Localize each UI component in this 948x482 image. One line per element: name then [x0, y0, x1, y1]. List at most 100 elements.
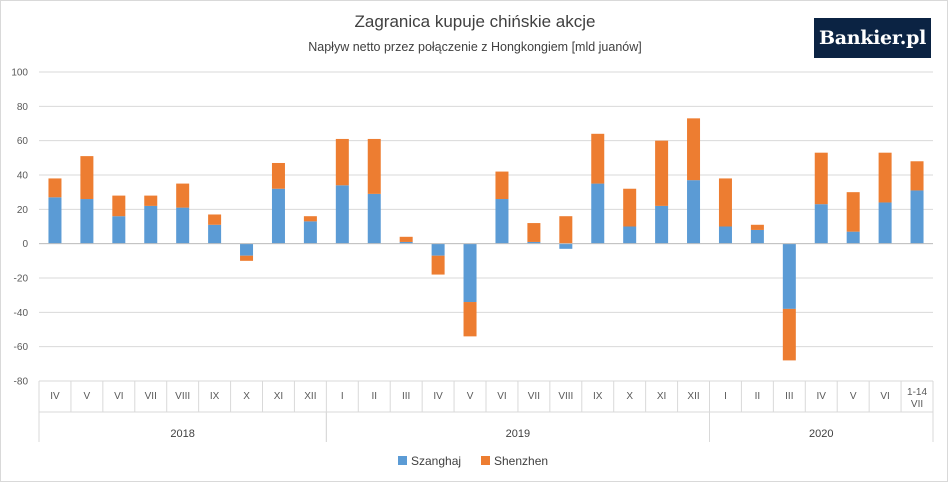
bar-szanghaj	[431, 243, 445, 256]
bar-shenzhen	[144, 195, 158, 206]
x-tick-label: XI	[657, 391, 666, 402]
y-tick-label: -80	[14, 377, 29, 388]
x-tick-label: VI	[114, 391, 123, 402]
bar-shenzhen	[112, 195, 126, 217]
bar-shenzhen	[782, 308, 796, 361]
x-tick-label: XI	[274, 391, 283, 402]
bar-szanghaj	[399, 241, 413, 244]
y-tick-label: -20	[14, 274, 29, 285]
bar-szanghaj	[846, 231, 860, 244]
bar-szanghaj	[750, 229, 764, 244]
bar-shenzhen	[303, 216, 317, 222]
bar-szanghaj	[814, 204, 828, 244]
bar-szanghaj	[718, 226, 732, 244]
bar-szanghaj	[655, 205, 669, 244]
y-tick-label: 40	[17, 171, 29, 182]
bar-szanghaj	[208, 224, 222, 244]
x-tick-label-line: VII	[911, 399, 923, 410]
bar-shenzhen	[463, 302, 477, 337]
x-tick-label: VI	[497, 391, 506, 402]
x-tick-label: VII	[528, 391, 540, 402]
bar-shenzhen	[687, 118, 701, 181]
bar-szanghaj	[591, 183, 605, 244]
bar-szanghaj	[176, 207, 190, 244]
y-tick-label: 0	[22, 239, 28, 250]
chart-subtitle: Napływ netto przez połączenie z Hongkong…	[308, 40, 642, 54]
x-axis: IV V VI VII VIII IX X XI XII I II III IV V VI VII VIII IX…	[38, 243, 934, 442]
bar-shenzhen	[750, 224, 764, 230]
bar-shenzhen	[208, 214, 222, 225]
bar-szanghaj	[303, 221, 317, 244]
bar-szanghaj	[527, 241, 541, 244]
bar-shenzhen	[655, 140, 669, 206]
x-tick-label: IV	[433, 391, 443, 402]
bar-shenzhen	[814, 152, 828, 205]
bar-shenzhen	[176, 183, 190, 208]
y-tick-label: -40	[14, 308, 29, 319]
year-label: 2018	[170, 428, 194, 440]
x-tick-label: III	[402, 391, 410, 402]
x-tick-label: II	[371, 391, 377, 402]
bar-szanghaj	[623, 226, 637, 244]
x-tick-label: IV	[817, 391, 827, 402]
y-tick-label: 80	[17, 102, 29, 113]
year-label: 2019	[506, 428, 530, 440]
bar-szanghaj	[687, 180, 701, 244]
legend-swatch-shenzhen	[481, 456, 490, 465]
bar-szanghaj	[335, 185, 349, 244]
x-tick-label: I	[341, 391, 344, 402]
bar-shenzhen	[878, 152, 892, 203]
bars	[48, 118, 924, 361]
bar-szanghaj	[240, 243, 254, 256]
bar-shenzhen	[367, 138, 381, 194]
bar-szanghaj	[878, 202, 892, 244]
legend-swatch-szanghaj	[398, 456, 407, 465]
x-tick-label: 1-14 VII	[907, 387, 927, 410]
x-tick-label-line: 1-14	[907, 387, 927, 398]
gridlines	[39, 71, 933, 382]
bar-shenzhen	[48, 178, 62, 198]
x-tick-label: IX	[210, 391, 220, 402]
legend-label-shenzhen: Shenzhen	[494, 454, 548, 468]
x-tick-label: IV	[50, 391, 60, 402]
bar-szanghaj	[271, 188, 285, 244]
bar-shenzhen	[846, 192, 860, 232]
bar-szanghaj	[463, 243, 477, 303]
year-label: 2020	[809, 428, 833, 440]
bar-shenzhen	[623, 188, 637, 227]
x-tick-label: VI	[880, 391, 889, 402]
bar-shenzhen	[335, 138, 349, 186]
bar-shenzhen	[80, 156, 94, 200]
x-tick-label: II	[755, 391, 761, 402]
x-tick-label: V	[467, 391, 474, 402]
bar-szanghaj	[112, 216, 126, 244]
bar-szanghaj	[782, 243, 796, 309]
y-tick-label: 100	[11, 68, 28, 79]
x-tick-label: VIII	[558, 391, 573, 402]
x-tick-label: III	[785, 391, 793, 402]
x-tick-label: XII	[304, 391, 316, 402]
x-tick-label: XII	[687, 391, 699, 402]
x-tick-label: VII	[145, 391, 157, 402]
x-tick-label: VIII	[175, 391, 190, 402]
x-tick-label: X	[243, 391, 250, 402]
bar-shenzhen	[527, 223, 541, 242]
bar-szanghaj	[80, 199, 94, 244]
bar-szanghaj	[367, 193, 381, 244]
chart-title: Zagranica kupuje chińskie akcje	[355, 12, 596, 31]
legend-label-szanghaj: Szanghaj	[411, 454, 461, 468]
y-tick-label: 60	[17, 136, 29, 147]
bar-shenzhen	[431, 255, 445, 275]
bar-shenzhen	[271, 162, 285, 189]
bar-szanghaj	[495, 199, 509, 244]
bar-szanghaj	[910, 190, 924, 244]
y-tick-label: -60	[14, 342, 29, 353]
bar-shenzhen	[559, 216, 573, 244]
bar-shenzhen	[399, 236, 413, 242]
x-tick-label: I	[724, 391, 727, 402]
x-tick-label: V	[84, 391, 91, 402]
bar-shenzhen	[495, 171, 509, 200]
bar-szanghaj	[48, 197, 62, 244]
